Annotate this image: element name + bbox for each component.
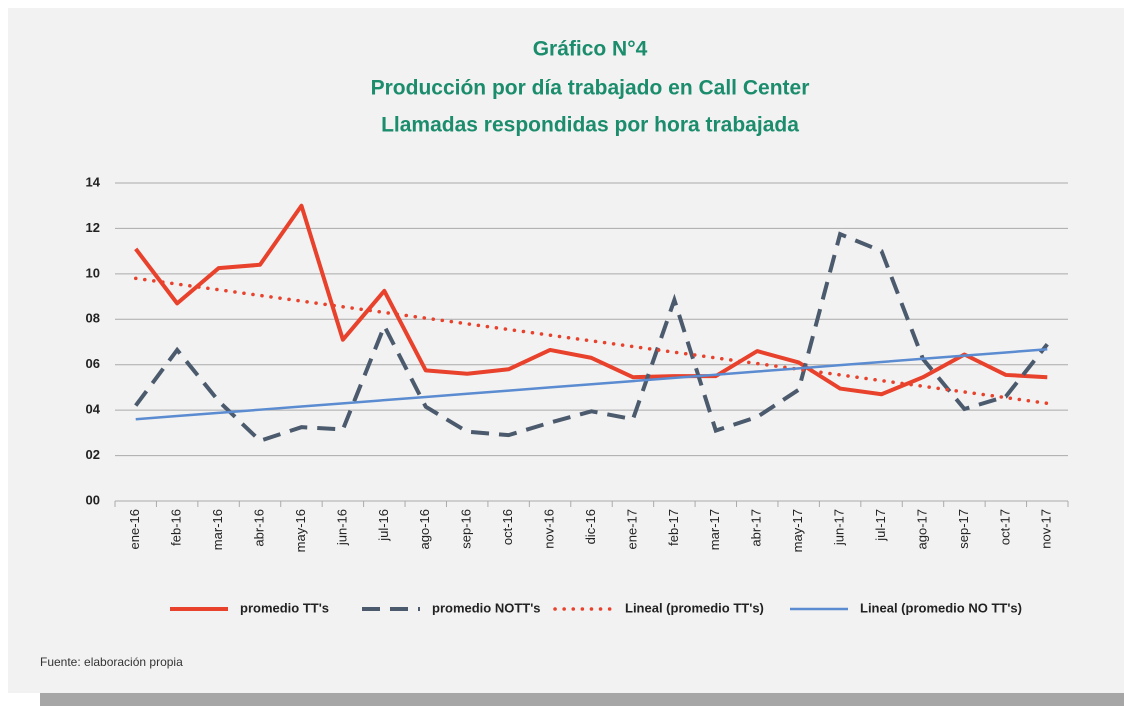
chart-subtitle: Llamadas respondidas por hora trabajada — [381, 114, 799, 137]
panel — [8, 8, 1124, 693]
y-tick-label: 14 — [86, 174, 101, 189]
y-tick-label: 12 — [86, 220, 100, 235]
legend-label: Lineal (promedio TT's) — [625, 600, 764, 615]
x-tick-label: mar-16 — [210, 509, 225, 550]
bottom-bar — [40, 693, 1124, 706]
series-line — [135, 348, 1048, 421]
x-tick-label: nov-17 — [1039, 509, 1054, 549]
x-tick-label: oct-17 — [997, 509, 1012, 545]
x-tick-label: ago-17 — [914, 509, 929, 549]
y-tick-label: 08 — [86, 311, 100, 326]
x-tick-label: feb-16 — [169, 509, 184, 546]
y-tick-label: 06 — [86, 356, 100, 371]
legend-label: Lineal (promedio NO TT's) — [860, 600, 1022, 615]
x-tick-label: may-16 — [293, 509, 308, 552]
series-line — [134, 203, 1048, 397]
source: Fuente: elaboración propia — [40, 655, 183, 669]
y-tick-label: 00 — [86, 492, 100, 507]
x-tick-label: ago-16 — [417, 509, 432, 549]
y-tick-label: 02 — [86, 447, 100, 462]
x-tick-label: jul-17 — [873, 509, 888, 542]
legend-label: promedio NOTT's — [432, 600, 541, 615]
x-tick-label: nov-16 — [542, 509, 557, 549]
y-tick-label: 04 — [86, 402, 101, 417]
x-tick-label: may-17 — [790, 509, 805, 552]
x-tick-label: jun-17 — [832, 509, 847, 546]
chart-title: Gráfico N°4 — [533, 38, 648, 61]
y-tick-label: 10 — [86, 265, 100, 280]
x-tick-label: jul-16 — [376, 509, 391, 542]
x-tick-label: sep-16 — [459, 509, 474, 549]
x-tick-label: ene-16 — [127, 509, 142, 549]
chart-subtitle: Producción por día trabajado en Call Cen… — [371, 77, 810, 100]
x-tick-label: sep-17 — [956, 509, 971, 549]
legend-label: promedio TT's — [240, 600, 329, 615]
x-tick-label: dic-16 — [583, 509, 598, 544]
x-tick-label: oct-16 — [500, 509, 515, 545]
x-tick-label: abr-17 — [749, 509, 764, 547]
x-tick-label: jun-16 — [334, 509, 349, 546]
x-tick-label: feb-17 — [666, 509, 681, 546]
series-line — [134, 231, 1049, 444]
x-tick-label: ene-17 — [624, 509, 639, 549]
x-tick-label: abr-16 — [251, 509, 266, 547]
x-tick-label: mar-17 — [707, 509, 722, 550]
series-line — [133, 276, 1050, 406]
